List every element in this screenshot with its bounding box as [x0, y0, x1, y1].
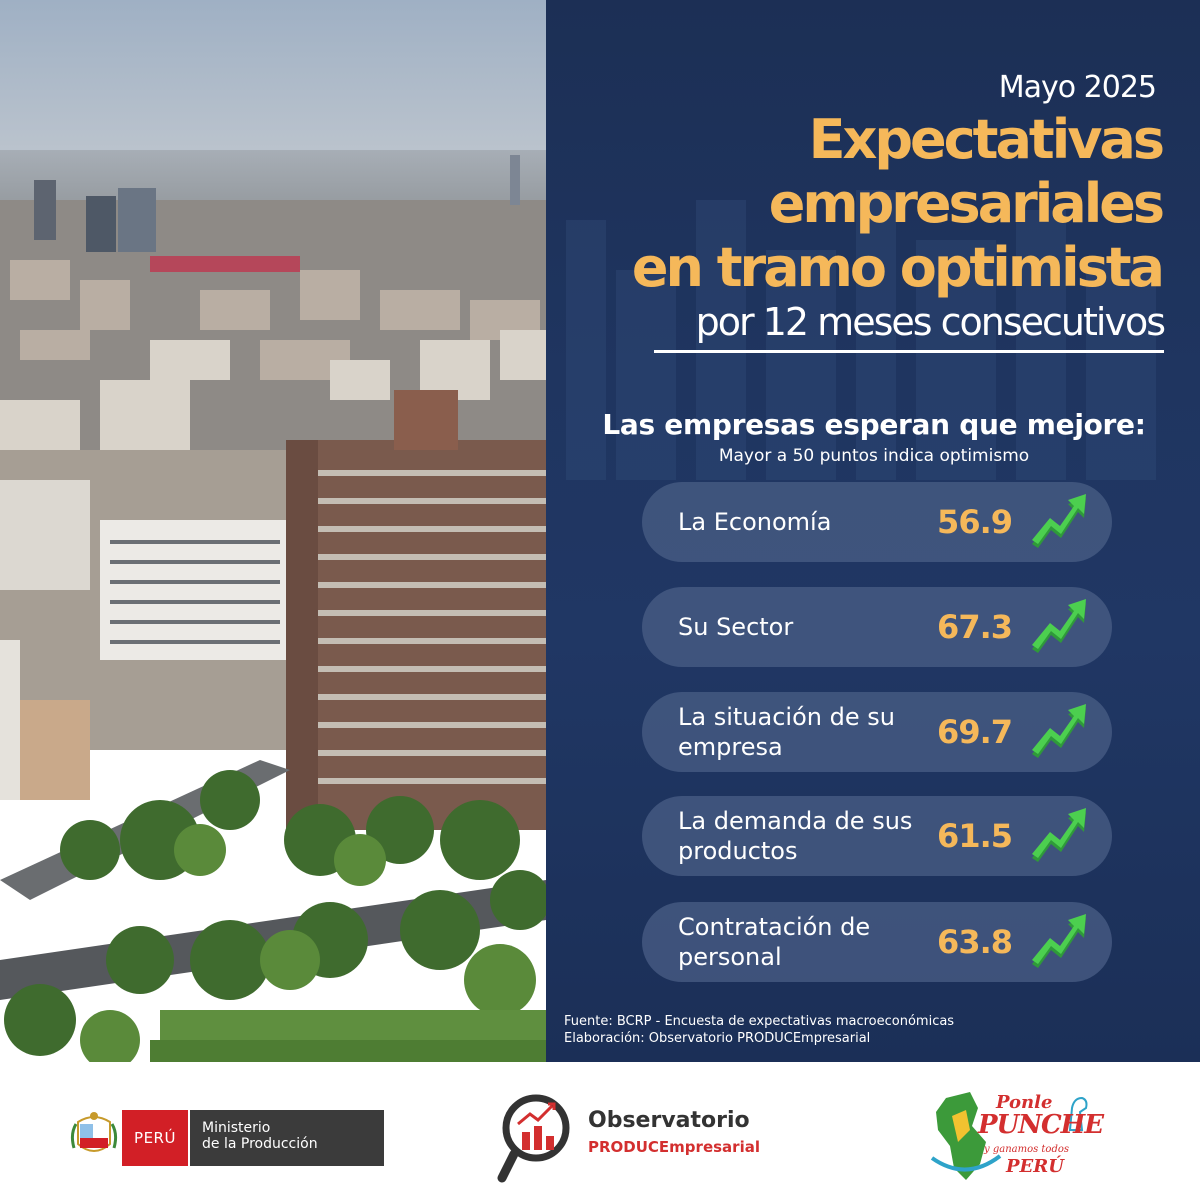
source-note: Fuente: BCRP - Encuesta de expectativas …: [564, 1014, 955, 1029]
peru-label: PERÚ: [122, 1110, 188, 1166]
indicator-label: La demanda de sus productos: [678, 807, 913, 865]
trend-up-arrow-icon: [1032, 494, 1086, 548]
indicator-card: Su Sector 67.3: [642, 587, 1112, 667]
observatorio-subtitle: PRODUCEmpresarial: [588, 1138, 760, 1156]
flexed-arm-icon: [1068, 1096, 1088, 1131]
ministry-line-2: de la Producción: [202, 1136, 318, 1152]
section-heading: Las empresas esperan que mejore:: [602, 408, 1146, 441]
trend-up-arrow-icon: [1032, 808, 1086, 862]
indicator-value: 61.5: [937, 817, 1013, 855]
indicator-card: La Economía 56.9: [642, 482, 1112, 562]
subtitle: por 12 meses consecutivos: [695, 300, 1166, 344]
skyline-background: [566, 190, 1156, 480]
credit-note: Elaboración: Observatorio PRODUCEmpresar…: [564, 1031, 871, 1046]
city-photo: [0, 0, 546, 1062]
indicator-value: 63.8: [937, 923, 1013, 961]
peru-map-icon: [930, 1092, 1002, 1180]
indicator-label: La situación de su empresa: [678, 703, 895, 761]
info-panel: Mayo 2025 Expectativas empresariales en …: [546, 0, 1200, 1062]
observatorio-title: Observatorio: [588, 1108, 750, 1133]
indicator-card: La situación de su empresa 69.7: [642, 692, 1112, 772]
indicator-label: Contratación de personal: [678, 913, 871, 971]
indicator-value: 56.9: [937, 503, 1013, 541]
indicator-value: 67.3: [937, 608, 1013, 646]
title-line-3: en tramo optimista: [631, 236, 1165, 299]
observatorio-logo: Observatorio PRODUCEmpresarial: [496, 1088, 796, 1186]
punche-line-2: PUNCHE: [978, 1110, 1104, 1140]
indicator-label: La Economía: [678, 508, 832, 536]
peru-ministry-logo: PERÚ Ministerio de la Producción: [70, 1108, 386, 1166]
section-note: Mayor a 50 puntos indica optimismo: [718, 446, 1030, 466]
indicator-label: Su Sector: [678, 613, 794, 641]
punche-line-1: Ponle: [996, 1092, 1053, 1113]
indicator-value: 69.7: [937, 713, 1013, 751]
magnifier-chart-icon: [497, 1094, 570, 1183]
ministry-line-1: Ministerio: [202, 1120, 271, 1136]
indicator-card: La demanda de sus productos 61.5: [642, 796, 1112, 876]
trend-up-arrow-icon: [1032, 704, 1086, 758]
ponle-punche-logo: Ponle PUNCHE y ganamos todos PERÚ: [926, 1086, 1104, 1186]
logo-footer: PERÚ Ministerio de la Producción Observa…: [0, 1062, 1200, 1200]
report-date: Mayo 2025: [998, 70, 1157, 105]
ministry-name: Ministerio de la Producción: [188, 1110, 384, 1166]
trend-up-arrow-icon: [1032, 914, 1086, 968]
title-divider: [654, 350, 1164, 353]
trend-up-arrow-icon: [1032, 599, 1086, 653]
title-line-2: empresariales: [768, 172, 1165, 235]
title-line-1: Expectativas: [808, 108, 1165, 171]
coat-of-arms-icon: [70, 1112, 118, 1152]
indicator-card: Contratación de personal 63.8: [642, 902, 1112, 982]
punche-line-4: PERÚ: [1006, 1156, 1064, 1177]
punche-line-3: y ganamos todos: [984, 1144, 1069, 1155]
